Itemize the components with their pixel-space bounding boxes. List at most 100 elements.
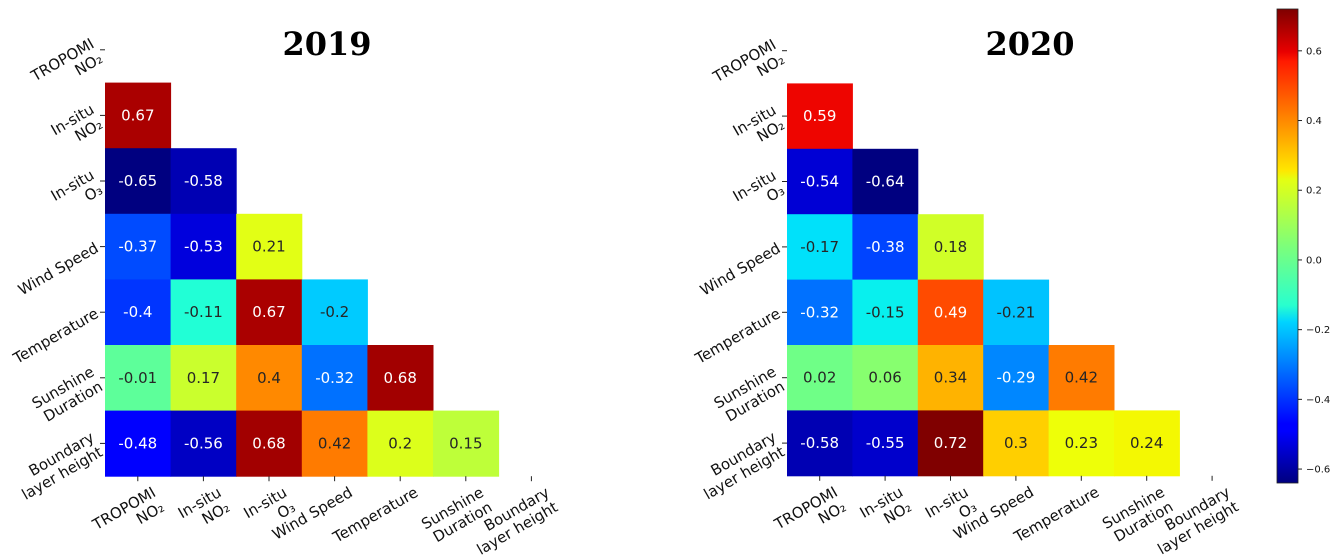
- heatmap-cell: [170, 213, 237, 280]
- x-tick-label: In-situNO₂: [857, 483, 915, 537]
- cell-value-label: 0.4: [257, 369, 281, 387]
- cell-value-label: 0.68: [252, 434, 285, 452]
- cell-value-label: -0.55: [866, 434, 905, 452]
- colorbar-tick-label: 0.4: [1306, 116, 1322, 127]
- heatmap-cell: [852, 345, 919, 411]
- cell-value-label: -0.21: [996, 303, 1035, 321]
- y-tick-label: TROPOMINO₂: [709, 36, 788, 102]
- heatmap-cell: [1048, 345, 1115, 411]
- cell-value-label: -0.64: [866, 173, 905, 191]
- chart-title: 2019: [282, 25, 371, 63]
- heatmap-cell: [170, 148, 237, 215]
- heatmap-2020: 2020 0.59 -0.54 -0.64 -0.17 -0.38 0.18 -0.32 -0.…: [691, 25, 1241, 557]
- heatmap-cell: [983, 279, 1050, 346]
- y-tick-label: In-situO₃: [730, 166, 788, 220]
- heatmap-cell: [1048, 410, 1115, 477]
- heatmap-cell: [852, 148, 919, 215]
- heatmap-cell: [787, 148, 853, 215]
- heatmap-cell: [170, 345, 237, 412]
- y-tick-label: Wind Speed: [697, 239, 784, 299]
- heatmap-cell: [236, 345, 303, 412]
- heatmap-cell: [367, 345, 434, 412]
- heatmap-cell: [105, 410, 172, 477]
- cell-value-label: -0.11: [184, 303, 223, 321]
- colorbar-tick-label: −0.6: [1306, 465, 1330, 476]
- heatmap-cell: [367, 410, 434, 477]
- cell-value-label: -0.38: [866, 238, 905, 256]
- cell-value-label: 0.02: [803, 369, 836, 387]
- y-tick-label: Boundarylayer height: [692, 428, 788, 503]
- heatmap-2019: 2019 0.67 -0.65 -0.58 -0.37 -0.53 0.21 -0.4 -0.1…: [9, 25, 561, 557]
- cell-value-label: 0.67: [121, 106, 154, 124]
- heatmap-cell: [787, 410, 853, 477]
- heatmap-cell: [787, 279, 853, 346]
- cell-value-label: 0.06: [868, 369, 901, 387]
- heatmap-cell: [170, 279, 237, 346]
- cell-value-label: -0.58: [800, 434, 839, 452]
- y-tick-label: Temperature: [9, 304, 101, 368]
- cell-value-label: -0.17: [800, 238, 839, 256]
- cell-value-label: 0.24: [1130, 434, 1163, 452]
- cell-value-label: 0.67: [252, 303, 285, 321]
- cell-value-label: -0.32: [315, 369, 354, 387]
- colorbar-gradient: [1276, 8, 1299, 484]
- heatmap-cell: [236, 279, 303, 346]
- cell-value-label: -0.56: [184, 434, 223, 452]
- cell-value-label: -0.15: [866, 303, 905, 321]
- heatmap-cell: [105, 345, 172, 412]
- y-tick-label: SunshineDuration: [711, 363, 788, 428]
- heatmap-cell: [433, 410, 500, 477]
- cell-value-label: 0.2: [388, 434, 412, 452]
- heatmap-cell: [983, 345, 1050, 411]
- cell-value-label: 0.21: [252, 238, 285, 256]
- y-tick-label: In-situNO₂: [48, 100, 106, 154]
- heatmap-cell: [170, 410, 237, 477]
- cell-value-label: 0.42: [1065, 369, 1098, 387]
- heatmap-cell: [787, 214, 853, 281]
- cell-value-label: -0.29: [996, 369, 1035, 387]
- cell-value-label: 0.49: [934, 303, 967, 321]
- colorbar-tick-label: −0.4: [1306, 395, 1330, 406]
- heatmap-cell: [917, 410, 984, 477]
- cell-value-label: 0.42: [318, 434, 351, 452]
- cell-value-label: 0.3: [1004, 434, 1028, 452]
- heatmap-cell: [917, 279, 984, 346]
- heatmap-cell: [787, 83, 853, 150]
- x-tick-label: TROPOMINO₂: [771, 483, 850, 549]
- cell-value-label: 0.72: [934, 434, 967, 452]
- cell-value-label: -0.48: [118, 434, 157, 452]
- heatmap-cell: [852, 279, 919, 346]
- cell-value-label: -0.54: [800, 173, 839, 191]
- y-tick-label: Wind Speed: [15, 239, 102, 299]
- cell-value-label: 0.15: [449, 434, 482, 452]
- heatmap-cell: [236, 213, 303, 280]
- heatmap-cell: [1114, 410, 1180, 477]
- cell-value-label: 0.17: [187, 369, 220, 387]
- y-tick-label: Boundarylayer height: [10, 428, 106, 503]
- cell-value-label: -0.65: [118, 172, 157, 190]
- heatmap-cell: [983, 410, 1050, 477]
- heatmap-cell: [105, 148, 172, 215]
- cell-value-label: -0.58: [184, 172, 223, 190]
- cell-value-label: -0.01: [118, 369, 157, 387]
- colorbar-tick-label: 0.0: [1306, 255, 1322, 266]
- heatmap-cell: [787, 345, 853, 411]
- cell-value-label: -0.37: [118, 238, 157, 256]
- heatmap-cell: [105, 82, 172, 149]
- chart-title: 2020: [985, 25, 1074, 63]
- x-tick-label: In-situNO₂: [175, 483, 233, 537]
- cell-value-label: -0.2: [320, 303, 349, 321]
- colorbar-tick-label: 0.2: [1306, 186, 1322, 197]
- colorbar-tick-label: 0.6: [1306, 46, 1322, 57]
- y-tick-label: TROPOMINO₂: [27, 35, 106, 101]
- heatmap-cell: [301, 279, 368, 346]
- y-tick-label: In-situO₃: [48, 166, 106, 220]
- y-tick-label: Temperature: [691, 305, 783, 369]
- cell-value-label: -0.53: [184, 238, 223, 256]
- cell-value-label: -0.32: [800, 303, 839, 321]
- heatmap-cell: [105, 213, 172, 280]
- y-tick-label: In-situNO₂: [730, 101, 788, 155]
- heatmap-cell: [236, 410, 303, 477]
- cell-value-label: 0.23: [1065, 434, 1098, 452]
- x-tick-label: TROPOMINO₂: [89, 483, 168, 549]
